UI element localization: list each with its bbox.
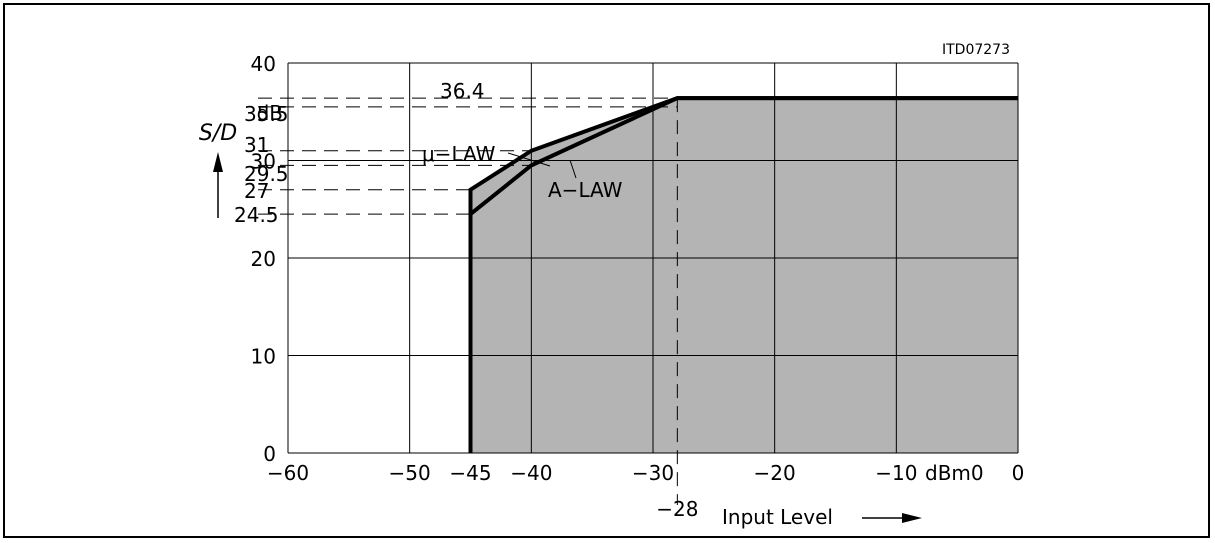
x-tick-label: −10 <box>875 461 917 485</box>
y-axis-arrow-head <box>213 152 223 172</box>
x-tick-label: −50 <box>389 461 431 485</box>
series-line-a-law <box>468 96 1018 453</box>
x-tick-label: 0 <box>1012 461 1025 485</box>
x-tick-label: −20 <box>754 461 796 485</box>
y-tick-label: 0 <box>263 442 276 466</box>
y-tick-label: 20 <box>251 247 276 271</box>
x-unit-label: dBm0 <box>925 461 984 485</box>
series-label-a-law: A−LAW <box>548 178 623 202</box>
series-lines <box>468 96 1018 453</box>
reference-value-label: 35.5 <box>244 102 289 126</box>
y-unit-label: dB <box>257 101 283 125</box>
reference-value-label: 29.5 <box>244 162 289 186</box>
figure-frame <box>3 3 1210 538</box>
x-tick-label: −60 <box>267 461 309 485</box>
x-tick-label: −40 <box>510 461 552 485</box>
grid <box>287 62 1019 454</box>
x-axis-label: Input Level <box>722 505 833 529</box>
reference-value-label: 27 <box>244 179 269 203</box>
vertical-marker-label: −28 <box>656 497 698 521</box>
reference-value-label: 36.4 <box>440 79 485 103</box>
y-axis-label: S/D <box>199 121 237 146</box>
mu-law-leader <box>507 152 551 167</box>
reference-lines <box>258 97 678 505</box>
acceptable-area-fill <box>470 98 1018 453</box>
x-tick-label: −45 <box>449 461 491 485</box>
y-tick-label: 40 <box>251 52 276 76</box>
y-tick-label: 30 <box>251 150 276 174</box>
x-tick-label: −30 <box>632 461 674 485</box>
series-label-mu-law: μ−LAW <box>422 142 496 166</box>
reference-value-label: 31 <box>244 133 269 157</box>
axis-labels: 0 10 20 30 40 −60 −50 −45 −40 −30 −20 −10 0 dB dBm0 S/D… <box>199 52 1025 529</box>
a-law-leader <box>569 159 577 179</box>
reference-value-label: 24.5 <box>234 203 279 227</box>
y-tick-label: 10 <box>251 345 276 369</box>
x-axis-arrow-head <box>902 513 922 523</box>
figure-id: ITD07273 <box>942 42 1010 58</box>
